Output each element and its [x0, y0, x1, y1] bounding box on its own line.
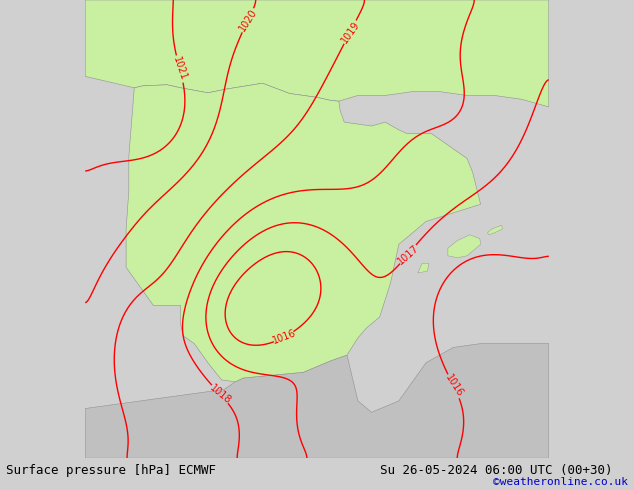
- Text: ©weatheronline.co.uk: ©weatheronline.co.uk: [493, 477, 628, 487]
- Text: 1019: 1019: [339, 19, 361, 45]
- Text: Surface pressure [hPa] ECMWF: Surface pressure [hPa] ECMWF: [6, 465, 216, 477]
- Polygon shape: [448, 235, 481, 258]
- Polygon shape: [488, 225, 502, 235]
- Text: 1017: 1017: [396, 243, 420, 266]
- Polygon shape: [418, 264, 429, 273]
- Polygon shape: [85, 0, 549, 107]
- Polygon shape: [126, 83, 481, 382]
- Text: 1016: 1016: [271, 328, 297, 346]
- Text: 1018: 1018: [207, 383, 233, 406]
- Polygon shape: [85, 343, 549, 458]
- Text: 1021: 1021: [171, 56, 188, 82]
- Text: 1016: 1016: [443, 373, 465, 399]
- Text: Su 26-05-2024 06:00 UTC (00+30): Su 26-05-2024 06:00 UTC (00+30): [380, 465, 613, 477]
- Text: 1020: 1020: [237, 7, 259, 33]
